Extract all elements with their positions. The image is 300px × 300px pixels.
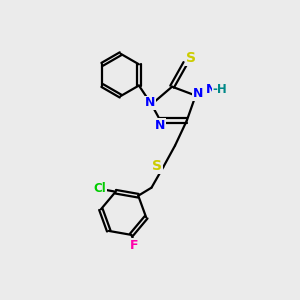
Text: N: N [206,82,216,95]
Text: N: N [193,87,203,100]
Text: S: S [186,51,196,65]
Text: N: N [145,96,155,110]
Text: Cl: Cl [93,182,106,195]
Text: F: F [130,239,138,252]
Text: N: N [155,119,166,132]
Text: S: S [152,160,162,173]
Text: -H: -H [212,82,227,95]
